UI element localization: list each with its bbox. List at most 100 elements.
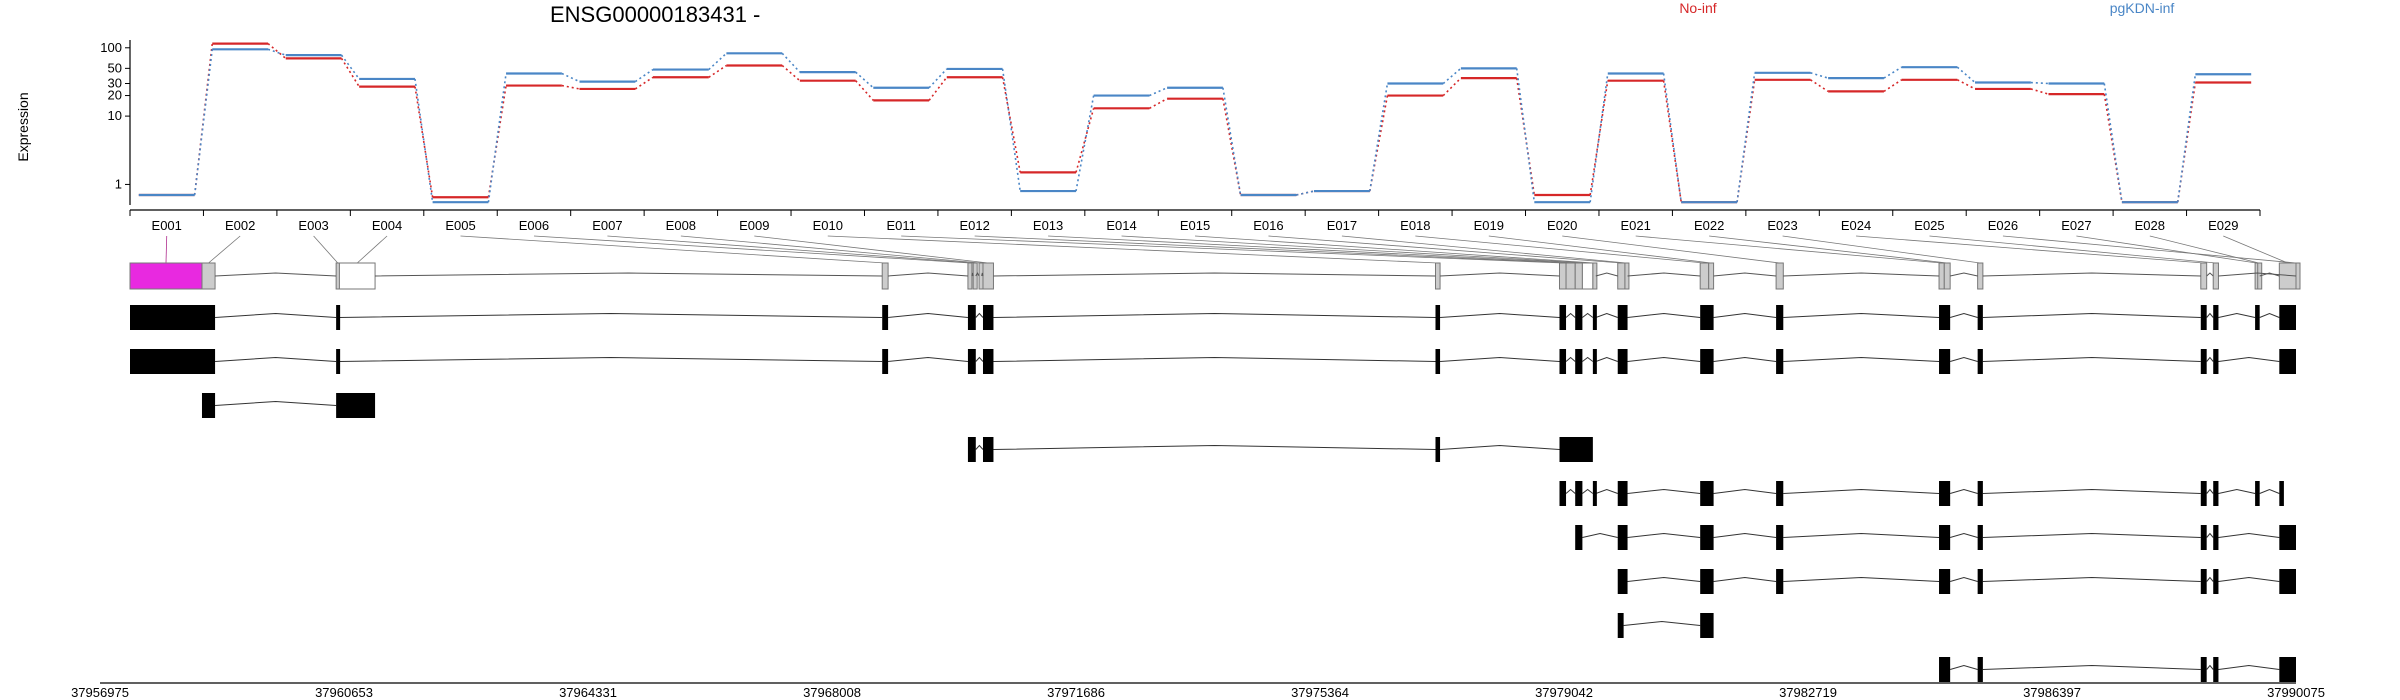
exon-box-e004 [338, 262, 376, 290]
transcript-intron [1950, 532, 1978, 538]
transcript-exon [2255, 481, 2260, 506]
exon-box-e022 [1943, 262, 1951, 290]
transcript-intron [1627, 356, 1701, 362]
transcript-intron [1982, 576, 2201, 582]
exon-link-line [1562, 235, 1780, 264]
exon-link-line [2223, 235, 2288, 264]
genomic-tick-label: 37975364 [1291, 685, 1349, 700]
transcript-intron [1950, 312, 1978, 318]
x-tick-label: E018 [1400, 218, 1430, 233]
genomic-tick-label: 37990075 [2267, 685, 2325, 700]
transcript-exon [2279, 569, 2296, 594]
transcript-intron [888, 356, 968, 362]
series-1-connector [414, 78, 434, 203]
transcript-exon [1592, 349, 1597, 374]
series-1-connector [1662, 73, 1683, 203]
transcript-intron [2206, 664, 2214, 670]
series-0-connector [928, 76, 948, 101]
transcript-exon [2279, 657, 2296, 682]
transcript-exon [1776, 349, 1784, 374]
x-tick-label: E021 [1621, 218, 1651, 233]
transcript-intron [215, 400, 337, 406]
transcript-intron [993, 356, 1436, 362]
transcript-intron [2218, 488, 2256, 494]
transcript-exon [1977, 569, 1983, 594]
transcript-exon [1592, 305, 1597, 330]
transcript-exon [2200, 305, 2207, 330]
transcript-exon [2200, 481, 2207, 506]
exon-box-e001 [129, 262, 203, 290]
series-0-connector [1369, 95, 1389, 192]
transcript-exon [1592, 481, 1597, 506]
transcript-intron [1783, 312, 1940, 318]
y-tick-label: 10 [108, 108, 122, 123]
genomic-tick-label: 37956975 [71, 685, 129, 700]
exon-box-e007 [972, 262, 978, 290]
transcript-intron [1783, 576, 1940, 582]
x-tick-label: E002 [225, 218, 255, 233]
exon-box-e026 [2295, 262, 2301, 290]
transcript-intron [993, 312, 1436, 318]
series-1-connector [855, 71, 874, 89]
genomic-tick-label: 37968008 [803, 685, 861, 700]
transcript-intron [1565, 488, 1576, 494]
exon-link-line [974, 235, 1571, 264]
transcript-intron [888, 312, 968, 318]
exon-link-line [1856, 235, 2204, 264]
transcript-intron [1713, 356, 1777, 362]
transcript-intron [2218, 576, 2280, 582]
series-0-connector [1957, 79, 1976, 90]
series-1-connector [2030, 81, 2049, 85]
transcript-exon [1617, 481, 1628, 506]
exon-link-line [1929, 235, 2216, 264]
series-0-connector [267, 43, 287, 59]
exon-box-e018 [1699, 262, 1710, 290]
intron-line [1982, 272, 2201, 277]
exon-box-e023 [1977, 262, 1984, 290]
exon-box-e006 [967, 262, 973, 290]
transcript-exon [2213, 657, 2219, 682]
exon-link-line [607, 235, 975, 264]
y-tick-label: 50 [108, 60, 122, 75]
transcript-intron [1627, 576, 1701, 582]
series-0-connector [634, 76, 654, 90]
transcript-intron [1982, 664, 2201, 670]
transcript-exon [2213, 305, 2219, 330]
intron-line [1713, 272, 1777, 277]
x-tick-label: E005 [445, 218, 475, 233]
intron-line [1627, 272, 1701, 277]
genomic-tick-label: 37964331 [559, 685, 617, 700]
exon-box-e013 [1574, 262, 1583, 290]
transcript-exon [882, 305, 889, 330]
x-tick-label: E022 [1694, 218, 1724, 233]
transcript-intron [1713, 488, 1777, 494]
series-1-connector [1442, 67, 1462, 85]
exon-box-e016 [1617, 262, 1626, 290]
transcript-intron [1783, 356, 1940, 362]
series-0-connector [2030, 88, 2049, 95]
exon-link-line [680, 235, 981, 264]
y-tick-label: 100 [100, 40, 122, 55]
transcript-intron [1595, 312, 1618, 318]
transcript-intron [2218, 532, 2280, 538]
exon-link-line [356, 235, 388, 264]
x-tick-label: E019 [1474, 218, 1504, 233]
x-tick-label: E011 [887, 218, 916, 233]
series-0-connector [1883, 79, 1903, 93]
transcript-intron [339, 312, 883, 318]
y-tick-label: 1 [115, 176, 122, 191]
transcript-intron [2218, 312, 2256, 318]
transcript-intron [1582, 488, 1594, 494]
transcript-intron [1783, 488, 1940, 494]
transcript-intron [2259, 312, 2280, 318]
series-1-connector [1075, 95, 1095, 192]
series-0-connector [1662, 80, 1683, 203]
series-1-connector [193, 49, 214, 196]
transcript-exon [1939, 349, 1951, 374]
transcript-intron [1595, 356, 1618, 362]
transcript-intron [2206, 532, 2214, 538]
transcript-intron [1982, 488, 2201, 494]
series-0-connector [855, 80, 874, 101]
x-tick-label: E025 [1914, 218, 1944, 233]
transcript-exon [1559, 349, 1567, 374]
